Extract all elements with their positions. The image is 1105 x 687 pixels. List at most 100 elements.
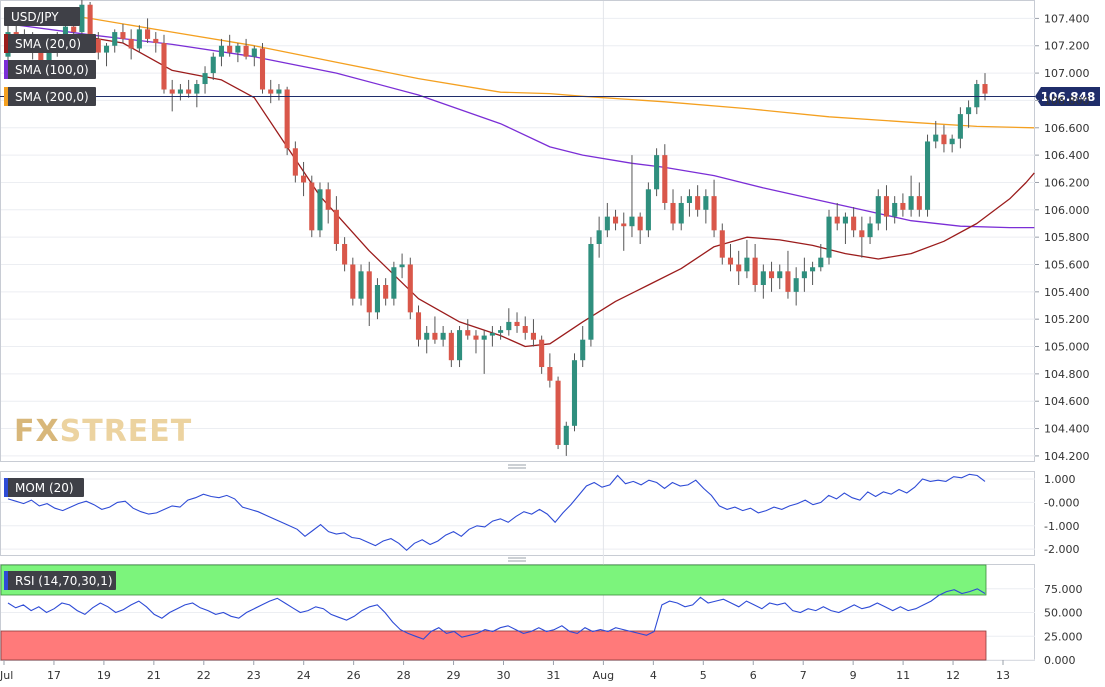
candle-body: [153, 38, 159, 44]
mom-resize-handle[interactable]: [508, 464, 526, 469]
candle-body: [169, 89, 175, 94]
svg-text:SMA (200,0): SMA (200,0): [15, 90, 89, 104]
candle-body: [243, 45, 249, 57]
candle-body: [325, 189, 331, 210]
bearish-candle: [227, 34, 233, 57]
bullish-candle: [424, 326, 430, 354]
bullish-candle: [218, 38, 225, 67]
bearish-candle: [465, 319, 471, 340]
bearish-candle: [695, 185, 701, 217]
bearish-candle: [432, 316, 438, 344]
candle-body: [892, 202, 898, 217]
candle-body: [112, 32, 118, 46]
candle-body: [424, 332, 430, 340]
candle-body: [949, 138, 955, 145]
x-tick-label: 22: [197, 669, 211, 682]
bullish-candle: [966, 100, 972, 128]
candle-body: [867, 223, 873, 238]
x-tick-label: 11: [896, 669, 910, 682]
candle-body: [908, 196, 914, 210]
candle-body: [465, 330, 471, 336]
bullish-candle: [842, 212, 848, 244]
candle-body: [900, 202, 906, 210]
candle-body: [342, 243, 348, 265]
y-tick-label: 105.400: [1044, 286, 1090, 299]
candle-body: [128, 38, 134, 49]
candle-body: [957, 114, 963, 139]
candle-body: [941, 134, 947, 145]
candle-body: [645, 189, 651, 231]
x-tick-label: 12: [946, 669, 960, 682]
bullish-candle: [563, 421, 569, 456]
candle-body: [711, 196, 717, 231]
bullish-candle: [744, 239, 750, 279]
bearish-candle: [555, 376, 561, 450]
bullish-candle: [374, 278, 380, 320]
bearish-candle: [941, 125, 947, 153]
y-tick-label: 106.000: [1044, 204, 1090, 217]
y-tick-label: 105.200: [1044, 313, 1090, 326]
bullish-candle: [793, 267, 799, 306]
candle-body: [103, 45, 110, 53]
candle-body: [457, 330, 463, 361]
bullish-candle: [358, 264, 364, 306]
rsi-resize-handle[interactable]: [508, 557, 526, 562]
candle-body: [637, 216, 643, 231]
bullish-candle: [760, 264, 766, 299]
legend-mom[interactable]: MOM (20): [4, 478, 84, 497]
bearish-candle: [309, 175, 315, 238]
bullish-candle: [974, 79, 980, 115]
bearish-candle: [547, 353, 553, 388]
bearish-candle: [785, 250, 791, 299]
candle-body: [268, 89, 274, 94]
candle-body: [391, 267, 397, 299]
legend-sma20[interactable]: SMA (20,0): [4, 34, 96, 53]
candle-body: [563, 425, 569, 445]
y-axis-labels: 107.400 107.200 107.000 106.800 106.600 106.4…: [1035, 12, 1090, 667]
candle-body: [383, 285, 389, 299]
candle-body: [629, 216, 635, 227]
svg-text:SMA (20,0): SMA (20,0): [15, 37, 81, 51]
legend-symbol[interactable]: USD/JPY: [4, 7, 80, 26]
candle-body: [760, 271, 766, 286]
x-tick-label: 17: [47, 669, 61, 682]
mom-line: [7, 473, 986, 552]
candle-body: [46, 48, 52, 67]
bullish-candle: [957, 107, 963, 149]
bearish-candle: [161, 34, 167, 94]
mom-y-tick-label: -0.000: [1044, 496, 1079, 509]
candle-body: [292, 148, 298, 176]
candle-body: [736, 264, 742, 272]
bearish-candle: [383, 278, 389, 306]
x-tick-label: 7: [800, 669, 807, 682]
bullish-candle: [506, 308, 512, 336]
candle-body: [662, 155, 668, 203]
bearish-candle: [407, 257, 413, 320]
candle-body: [818, 257, 824, 268]
bearish-candle: [153, 32, 159, 53]
candle-body: [826, 216, 832, 258]
bearish-candle: [834, 202, 840, 231]
legend-rsi[interactable]: RSI (14,70,30,1): [4, 571, 116, 590]
bearish-candle: [539, 335, 545, 374]
y-tick-label: 104.800: [1044, 368, 1090, 381]
bullish-candle: [949, 134, 955, 153]
legend-sma100[interactable]: SMA (100,0): [4, 60, 96, 79]
y-tick-label: 106.200: [1044, 176, 1090, 189]
legend-sma200[interactable]: SMA (200,0): [4, 87, 96, 106]
candle-body: [604, 216, 610, 231]
bearish-candle: [350, 257, 356, 306]
candle-body: [670, 202, 676, 224]
candle-body: [235, 45, 241, 53]
candle-body: [317, 189, 323, 231]
candle-body: [38, 52, 44, 67]
candle-body: [210, 56, 216, 74]
candle-body: [432, 332, 438, 340]
bearish-candle: [333, 196, 339, 251]
bearish-candle: [637, 212, 643, 244]
bullish-candle: [276, 84, 282, 101]
bullish-candle: [604, 202, 610, 238]
bearish-candle: [530, 319, 536, 347]
candle-body: [251, 48, 257, 57]
